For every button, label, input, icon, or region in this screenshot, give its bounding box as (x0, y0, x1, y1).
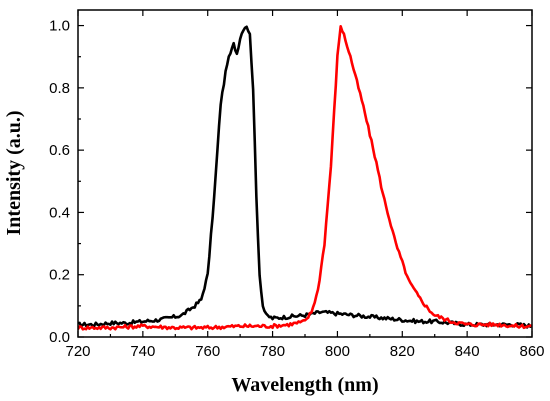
y-tick-label: 0.2 (49, 267, 70, 284)
y-axis: 0.0 0.2 0.4 0.6 0.8 1.0 (49, 18, 532, 346)
series-line-2 (78, 25, 532, 331)
y-tick-label: 0.6 (49, 142, 70, 159)
x-tick-label: 780 (260, 343, 285, 360)
x-tick-label: 760 (195, 343, 220, 360)
y-tick-label: 0.8 (49, 80, 70, 97)
y-axis-title: Intensity (a.u.) (3, 110, 25, 235)
x-tick-label: 820 (390, 343, 415, 360)
x-tick-label: 860 (519, 343, 544, 360)
y-tick-label: 1.0 (49, 18, 70, 35)
series-line-1 (78, 25, 532, 329)
series-layer (78, 25, 532, 331)
y-tick-label: 0.4 (49, 204, 70, 221)
x-axis: 720 740 760 780 800 820 840 860 (65, 10, 545, 360)
plot-frame (77, 9, 533, 338)
y-tick-label: 0.0 (49, 329, 70, 346)
x-tick-label: 720 (65, 343, 90, 360)
x-tick-label: 740 (130, 343, 155, 360)
x-tick-label: 840 (455, 343, 480, 360)
x-axis-title: Wavelength (nm) (231, 374, 378, 396)
x-tick-label: 800 (325, 343, 350, 360)
